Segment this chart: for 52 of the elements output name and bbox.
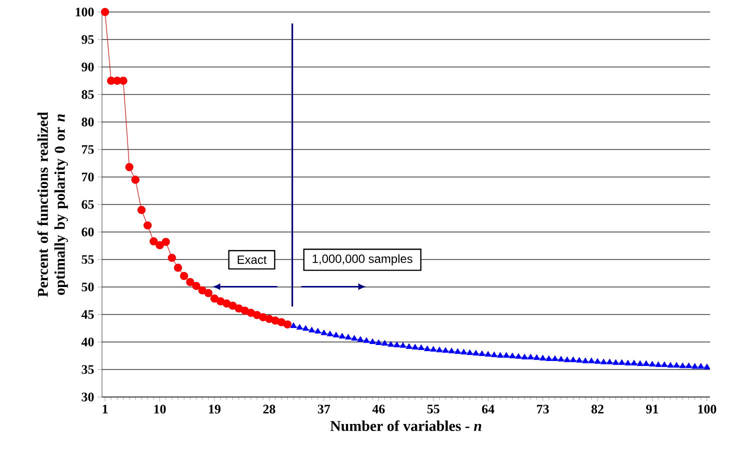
y-tick-label: 85 [82, 90, 94, 99]
point [228, 302, 237, 310]
annotation: Exact [238, 256, 267, 264]
y-tick-label: 50 [82, 282, 94, 292]
y-tick-label: 45 [81, 310, 94, 319]
y-tick-label: 100 [76, 8, 94, 16]
point [125, 163, 134, 172]
x-tick-label: 100 [698, 404, 716, 414]
point [150, 237, 158, 246]
point [174, 264, 182, 272]
y-tick-label: 90 [82, 62, 94, 72]
y-tick-label: 40 [81, 338, 94, 346]
y-tick-label: 75 [82, 145, 94, 154]
y-tick-label: 60 [82, 228, 94, 236]
x-tick-label: 64 [482, 404, 494, 414]
y-tick-label: 30 [82, 392, 94, 402]
x-tick-label: 37 [318, 404, 330, 414]
y-axis-title: Percent of functions realized optimally by polarity 0 or n [37, 112, 68, 297]
y-tick-label: 70 [82, 172, 94, 182]
point [192, 282, 200, 290]
point [283, 320, 292, 328]
y-tick-label: 35 [82, 365, 94, 374]
point [222, 299, 231, 308]
point [210, 294, 219, 303]
point [144, 221, 152, 230]
point [168, 254, 176, 262]
point [204, 288, 212, 298]
point [137, 206, 146, 214]
x-tick-label: 91 [646, 404, 658, 414]
x-tick-label: 73 [537, 404, 549, 414]
point [131, 176, 140, 184]
point [198, 286, 206, 294]
point [180, 272, 188, 280]
y-tick-label: 65 [82, 200, 94, 209]
y-tick-label: 80 [82, 118, 94, 126]
x-tick-label: 10 [154, 404, 166, 414]
x-axis-title: Number of variables - n [330, 420, 482, 432]
y-tick-label: 55 [82, 255, 94, 264]
x-tick-label: 28 [263, 404, 276, 414]
point [162, 238, 170, 246]
point [156, 241, 164, 250]
point [186, 278, 194, 286]
annotation: 1,000,000 samples [312, 254, 412, 266]
point [234, 304, 243, 313]
x-tick-label: 55 [427, 404, 440, 414]
x-tick-label: 82 [591, 404, 604, 414]
x-tick-label: 1 [102, 404, 108, 414]
y-tick-label: 95 [82, 35, 94, 44]
x-tick-label: 46 [372, 404, 385, 414]
x-tick-label: 19 [209, 404, 220, 414]
point [100, 8, 110, 16]
point [119, 76, 128, 85]
